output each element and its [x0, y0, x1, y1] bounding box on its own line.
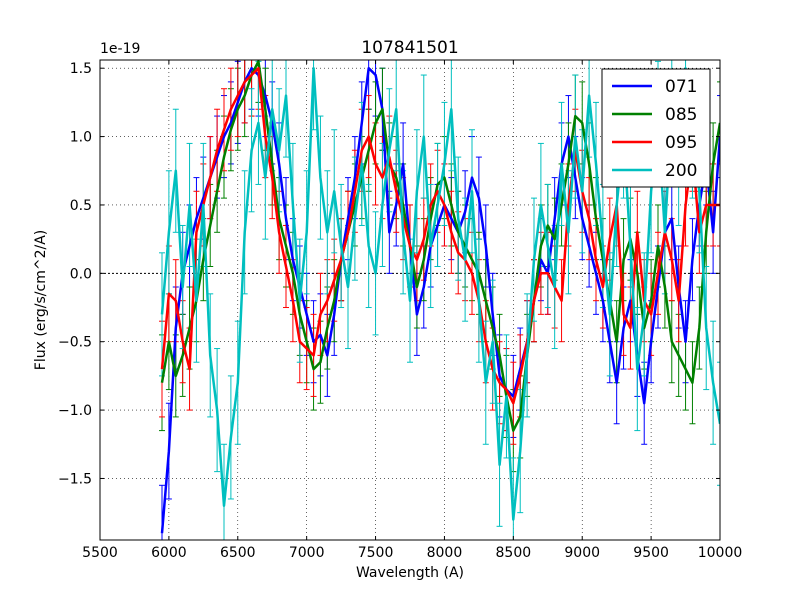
plot-frame — [99, 59, 721, 541]
y-tick-label: −0.5 — [58, 335, 92, 351]
y-axis-label: Flux (erg/s/cm^2/A) — [33, 230, 49, 370]
legend-label-200: 200 — [665, 161, 697, 181]
y-tick-label: −1.5 — [58, 471, 92, 487]
x-tick-label: 6500 — [220, 545, 256, 561]
x-tick-label: 7500 — [358, 545, 394, 561]
legend-label-071: 071 — [665, 77, 697, 97]
legend-label-085: 085 — [665, 105, 697, 125]
chart-title: 107841501 — [361, 38, 458, 58]
series-line-200 — [160, 66, 720, 521]
x-tick-label: 10000 — [698, 545, 743, 561]
x-tick-label: 9000 — [564, 545, 600, 561]
legend: 071 085 095 200 — [601, 68, 711, 188]
legend-label-095: 095 — [665, 133, 697, 153]
x-axis-label: Wavelength (A) — [356, 565, 464, 581]
series-line-095 — [160, 66, 720, 405]
x-tick-label: 8500 — [496, 545, 532, 561]
y-offset-label: 1e-19 — [100, 41, 140, 57]
x-tick-label: 5500 — [82, 545, 118, 561]
series-layer — [159, 60, 720, 540]
x-tick-label: 8000 — [427, 545, 463, 561]
x-tick-label: 7000 — [289, 545, 325, 561]
y-tick-label: 0.0 — [70, 266, 92, 282]
y-tick-label: 0.5 — [70, 198, 92, 214]
y-tick-label: −1.0 — [58, 403, 92, 419]
y-tick-label: 1.0 — [70, 130, 92, 146]
x-tick-label: 6000 — [151, 545, 187, 561]
axis-ticks: 5500 6000 6500 7000 7500 8000 8500 9000 9500 1000… — [58, 60, 742, 561]
y-tick-label: 1.5 — [70, 61, 92, 77]
legend-box — [601, 68, 711, 188]
x-tick-label: 9500 — [633, 545, 669, 561]
